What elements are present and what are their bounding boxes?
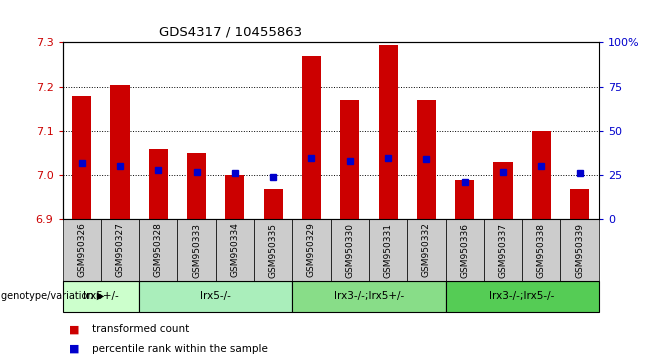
Bar bbox=[111, 85, 130, 219]
Text: percentile rank within the sample: percentile rank within the sample bbox=[92, 344, 268, 354]
Bar bbox=[445, 281, 599, 312]
Bar bbox=[292, 281, 445, 312]
Text: GSM950332: GSM950332 bbox=[422, 223, 431, 278]
Bar bbox=[216, 219, 254, 281]
Text: GSM950329: GSM950329 bbox=[307, 223, 316, 278]
Text: transformed count: transformed count bbox=[92, 324, 190, 334]
Text: lrx3-/-;lrx5-/-: lrx3-/-;lrx5-/- bbox=[490, 291, 555, 302]
Bar bbox=[532, 131, 551, 219]
Text: GSM950327: GSM950327 bbox=[115, 223, 124, 278]
Text: GSM950336: GSM950336 bbox=[460, 223, 469, 278]
Bar bbox=[561, 219, 599, 281]
Bar bbox=[264, 189, 283, 219]
Text: GSM950333: GSM950333 bbox=[192, 223, 201, 278]
Text: lrx5+/-: lrx5+/- bbox=[83, 291, 118, 302]
Bar bbox=[369, 219, 407, 281]
Bar bbox=[340, 100, 359, 219]
Bar bbox=[302, 56, 321, 219]
Bar bbox=[178, 219, 216, 281]
Bar bbox=[72, 96, 91, 219]
Bar bbox=[378, 45, 397, 219]
Bar bbox=[455, 180, 474, 219]
Bar bbox=[292, 219, 331, 281]
Text: GDS4317 / 10455863: GDS4317 / 10455863 bbox=[159, 26, 302, 39]
Bar bbox=[63, 281, 139, 312]
Text: GSM950337: GSM950337 bbox=[499, 223, 507, 278]
Bar bbox=[254, 219, 292, 281]
Text: ■: ■ bbox=[69, 344, 80, 354]
Bar bbox=[225, 175, 245, 219]
Text: GSM950334: GSM950334 bbox=[230, 223, 240, 278]
Text: GSM950331: GSM950331 bbox=[384, 223, 393, 278]
Bar bbox=[139, 219, 178, 281]
Bar bbox=[63, 219, 101, 281]
Bar bbox=[407, 219, 445, 281]
Bar bbox=[484, 219, 522, 281]
Bar bbox=[445, 219, 484, 281]
Text: GSM950335: GSM950335 bbox=[268, 223, 278, 278]
Text: ■: ■ bbox=[69, 324, 80, 334]
Text: lrx5-/-: lrx5-/- bbox=[200, 291, 231, 302]
Bar bbox=[494, 162, 513, 219]
Text: genotype/variation ▶: genotype/variation ▶ bbox=[1, 291, 104, 302]
Bar bbox=[330, 219, 369, 281]
Bar bbox=[570, 189, 589, 219]
Bar bbox=[522, 219, 561, 281]
Text: GSM950330: GSM950330 bbox=[345, 223, 354, 278]
Bar bbox=[187, 153, 206, 219]
Text: GSM950339: GSM950339 bbox=[575, 223, 584, 278]
Bar bbox=[139, 281, 292, 312]
Text: GSM950338: GSM950338 bbox=[537, 223, 546, 278]
Text: GSM950326: GSM950326 bbox=[77, 223, 86, 278]
Text: GSM950328: GSM950328 bbox=[154, 223, 163, 278]
Bar bbox=[149, 149, 168, 219]
Bar bbox=[101, 219, 139, 281]
Bar bbox=[417, 100, 436, 219]
Text: lrx3-/-;lrx5+/-: lrx3-/-;lrx5+/- bbox=[334, 291, 404, 302]
